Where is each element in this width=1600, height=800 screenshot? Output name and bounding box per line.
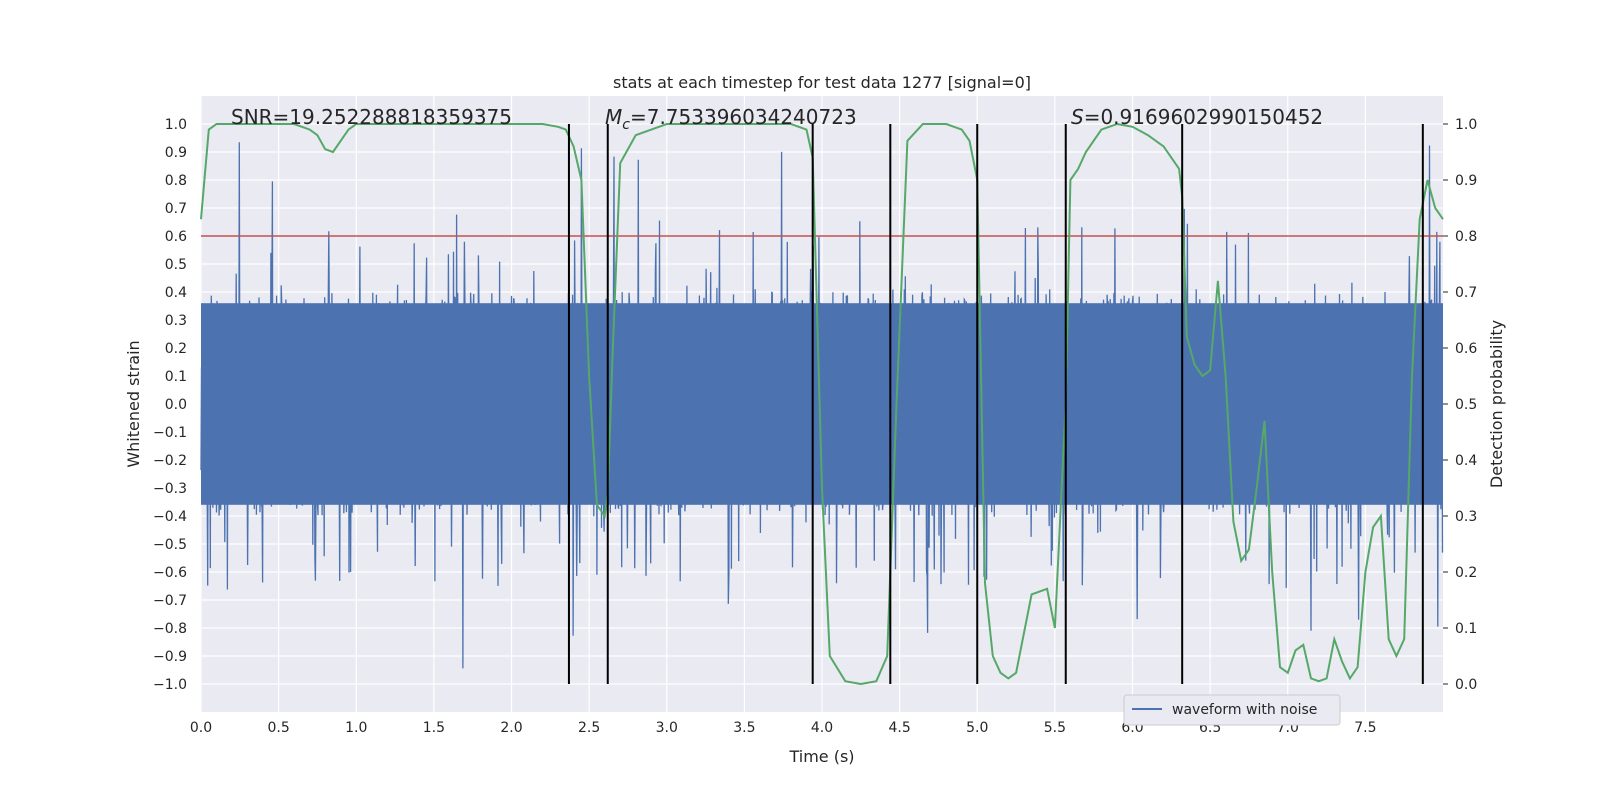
x-tick-label: 5.0 <box>966 720 988 736</box>
legend-box <box>1123 694 1341 726</box>
y-left-tick-label: 0.5 <box>165 257 187 273</box>
legend: waveform with noise <box>1123 694 1341 726</box>
x-tick-label: 1.5 <box>423 720 445 736</box>
chart-title: stats at each timestep for test data 127… <box>613 73 1031 92</box>
x-tick-label: 5.5 <box>1044 720 1066 736</box>
detection-probability-series <box>200 122 1444 686</box>
y-left-tick-label: −0.1 <box>153 425 187 441</box>
y-left-axis-ticks: 1.0 0.9 0.8 0.7 0.6 0.5 0.4 0.3 0.2 0.1 0.0 −0.1 −0.… <box>153 117 187 693</box>
x-tick-label: 3.0 <box>656 720 678 736</box>
y-left-tick-label: −0.6 <box>153 565 187 581</box>
probability-line <box>200 122 1444 686</box>
x-tick-label: 2.5 <box>578 720 600 736</box>
y-right-tick-label: 0.7 <box>1455 285 1477 301</box>
y-right-tick-label: 0.1 <box>1455 621 1477 637</box>
y-right-tick-label: 0.0 <box>1455 677 1477 693</box>
y-left-tick-label: −0.8 <box>153 621 187 637</box>
x-tick-label: 4.5 <box>888 720 910 736</box>
x-tick-label: 7.5 <box>1354 720 1376 736</box>
y-left-tick-label: 0.2 <box>165 341 187 357</box>
y-right-tick-label: 1.0 <box>1455 117 1477 133</box>
y-right-axis-label: Detection probability <box>1487 320 1506 488</box>
y-left-tick-label: 0.8 <box>165 173 187 189</box>
y-left-tick-label: −0.2 <box>153 453 187 469</box>
y-left-tick-label: 0.4 <box>165 285 187 301</box>
y-right-tick-label: 0.2 <box>1455 565 1477 581</box>
segment-lines <box>567 124 1424 684</box>
y-left-axis-label: Whitened strain <box>124 340 143 467</box>
y-left-tick-label: 0.7 <box>165 201 187 217</box>
y-right-tick-label: 0.3 <box>1455 509 1477 525</box>
y-right-tick-label: 0.9 <box>1455 173 1477 189</box>
x-tick-label: 1.0 <box>345 720 367 736</box>
x-tick-label: 2.0 <box>500 720 522 736</box>
chirp-mass-annotation: Mc=7.753396034240723 <box>605 105 857 133</box>
y-left-tick-label: −0.4 <box>153 509 187 525</box>
legend-label: waveform with noise <box>1172 702 1317 718</box>
x-tick-label: 0.5 <box>267 720 289 736</box>
y-right-tick-label: 0.5 <box>1455 397 1477 413</box>
y-left-tick-label: −0.3 <box>153 481 187 497</box>
y-left-tick-label: 0.9 <box>165 145 187 161</box>
y-left-tick-label: 0.1 <box>165 369 187 385</box>
y-left-tick-label: −0.7 <box>153 593 187 609</box>
y-left-tick-label: 0.6 <box>165 229 187 245</box>
x-tick-label: 4.0 <box>811 720 833 736</box>
y-left-tick-label: −0.9 <box>153 649 187 665</box>
y-left-tick-label: −0.5 <box>153 537 187 553</box>
y-left-tick-label: 1.0 <box>165 117 187 133</box>
y-right-axis-ticks: 1.0 0.9 0.8 0.7 0.6 0.5 0.4 0.3 0.2 0.1 0.0 <box>1443 117 1477 693</box>
x-tick-label: 0.0 <box>190 720 212 736</box>
y-right-tick-label: 0.6 <box>1455 341 1477 357</box>
y-left-tick-label: 0.3 <box>165 313 187 329</box>
x-tick-label: 3.5 <box>733 720 755 736</box>
s-annotation: S=0.9169602990150452 <box>1071 105 1323 129</box>
y-right-tick-label: 0.4 <box>1455 453 1477 469</box>
snr-annotation: SNR=19.252288818359375 <box>231 105 512 129</box>
x-axis-label: Time (s) <box>788 747 854 766</box>
y-right-tick-label: 0.8 <box>1455 229 1477 245</box>
y-left-tick-label: 0.0 <box>165 397 187 413</box>
y-left-tick-label: −1.0 <box>153 677 187 693</box>
